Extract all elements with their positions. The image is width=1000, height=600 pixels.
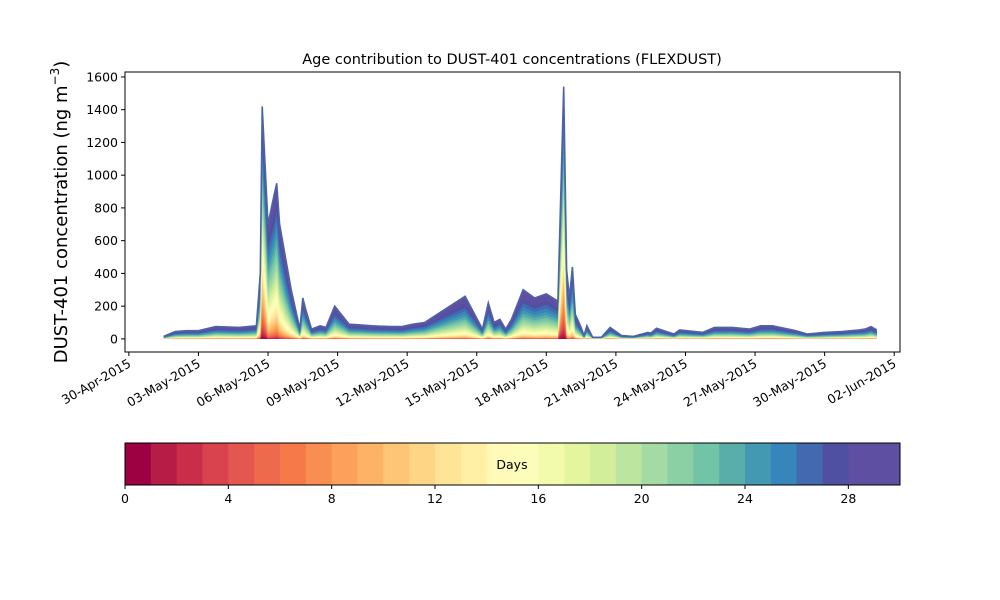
y-tick-label: 600 [94,233,118,248]
colorbar-segment [745,443,772,485]
colorbar-segment [150,443,178,485]
y-tick-label: 1000 [86,168,118,183]
colorbar-segment [305,443,333,485]
plot-area [163,86,878,339]
colorbar-axis: 0 4 8 12 16 20 24 28 [121,485,856,506]
colorbar-tick-label: 28 [840,491,856,506]
x-tick-label: 21-May-2015 [542,356,621,410]
y-axis-label: DUST-401 concentration (ng m−3) [48,61,72,364]
colorbar-segment [202,443,229,485]
x-axis: 30-Apr-201503-May-201506-May-201509-May-… [59,352,899,410]
x-tick-label: 03-May-2015 [124,356,203,410]
x-tick-label: 18-May-2015 [472,356,551,410]
colorbar-segment [848,443,875,485]
colorbar-tick-label: 8 [328,491,336,506]
colorbar-segment [641,443,668,485]
colorbar-segment [796,443,823,485]
colorbar-segment [409,443,436,485]
colorbar-tick-label: 0 [121,491,129,506]
colorbar-tick-label: 24 [737,491,753,506]
y-axis: 0 200 400 600 800 1000 1200 1400 1600 [86,69,125,346]
x-tick-label: 12-May-2015 [333,356,412,410]
y-tick-label: 200 [94,299,118,314]
colorbar-tick-label: 12 [427,491,443,506]
colorbar-label: Days [496,457,527,472]
x-tick-label: 27-May-2015 [681,356,760,410]
y-tick-label: 800 [94,200,118,215]
colorbar-segment [280,443,307,485]
colorbar-segment [564,443,591,485]
colorbar-segment [125,443,152,485]
chart-title: Age contribution to DUST-401 concentrati… [302,52,722,68]
y-tick-label: 1400 [86,102,118,117]
colorbar-segment [822,443,849,485]
colorbar-segment [383,443,410,485]
x-tick-label: 02-Jun-2015 [825,356,899,407]
colorbar-frame [124,442,901,486]
colorbar-segment [228,443,255,485]
x-tick-label: 24-May-2015 [611,356,690,410]
colorbar-segment [538,443,565,485]
colorbar-segment [693,443,720,485]
colorbar-segment [667,443,694,485]
x-tick-label: 30-May-2015 [750,356,829,410]
colorbar-segment [357,443,384,485]
y-tick-label: 1200 [86,135,118,150]
colorbar-segment [590,443,617,485]
y-tick-label: 1600 [86,69,118,84]
y-tick-label: 0 [110,331,118,346]
colorbar-tick-label: 4 [224,491,232,506]
y-axis-label-exponent: −3 [48,68,62,86]
colorbar-tick-label: 20 [634,491,650,506]
y-tick-label: 400 [94,266,118,281]
colorbar-segment [874,443,901,485]
colorbar-segment [254,443,281,485]
colorbar [125,443,901,485]
colorbar-segment [435,443,462,485]
x-tick-label: 09-May-2015 [263,356,342,410]
plot-frame [124,71,901,353]
colorbar-segment [331,443,358,485]
colorbar-tick-label: 16 [530,491,546,506]
total-line [163,86,878,339]
colorbar-segment [719,443,746,485]
x-tick-label: 06-May-2015 [194,356,273,410]
colorbar-segment [486,443,513,485]
colorbar-segment [176,443,203,485]
colorbar-segment [460,443,488,485]
colorbar-segment [615,443,643,485]
colorbar-segment [770,443,798,485]
colorbar-segment [512,443,539,485]
y-axis-label-close: ) [51,61,72,68]
x-tick-label: 15-May-2015 [402,356,481,410]
